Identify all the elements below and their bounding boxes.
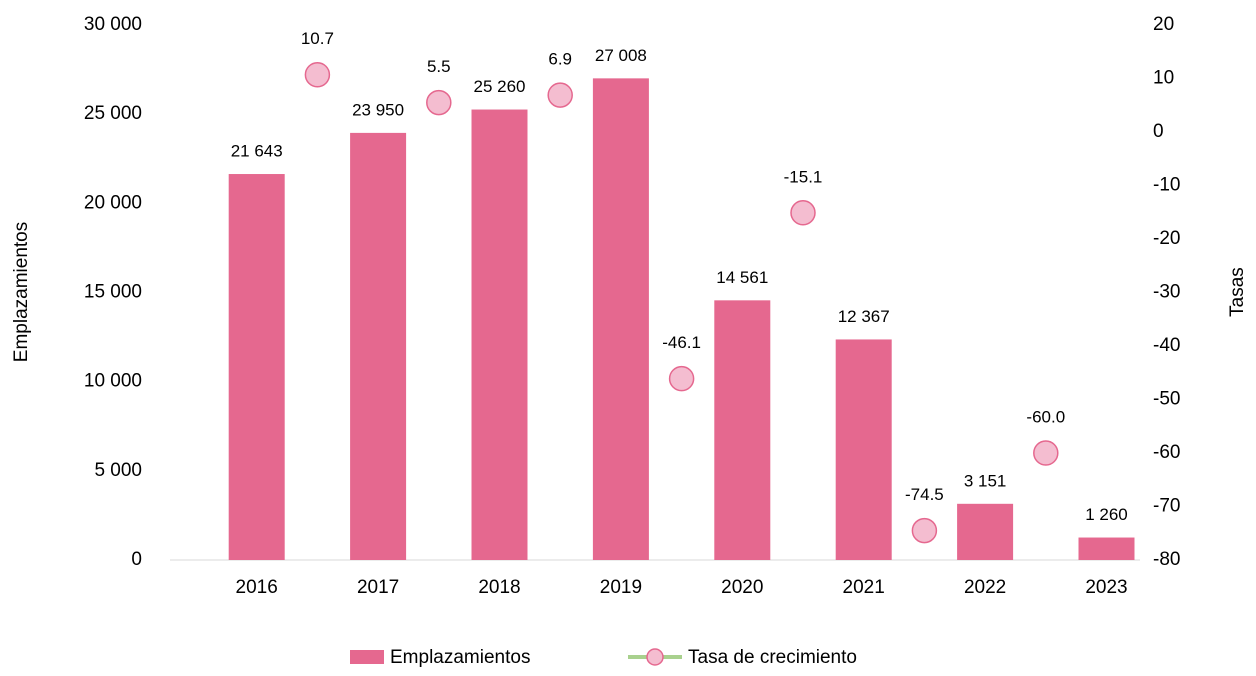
legend-label: Tasa de crecimiento (688, 647, 857, 668)
y-tick-label: 20 000 (84, 192, 142, 213)
legend-swatch (350, 650, 384, 664)
point (304, 62, 331, 88)
x-tick-label: 2017 (357, 577, 399, 598)
data-label: 23 950 (352, 100, 404, 119)
x-tick-label: 2021 (843, 577, 885, 598)
point (790, 200, 816, 226)
y-tick-label: 10 000 (84, 371, 142, 392)
y2-axis-title: Tasas (1227, 267, 1248, 317)
y-tick-label: 30 000 (84, 14, 142, 35)
point (547, 82, 573, 108)
data-label: 14 561 (716, 268, 768, 287)
x-tick-label: 2019 (600, 577, 642, 598)
y2-tick-label: 0 (1153, 121, 1164, 142)
data-label: 12 367 (838, 307, 890, 326)
point (911, 517, 938, 544)
y2-tick-label: 10 (1153, 68, 1174, 89)
point (1033, 440, 1059, 466)
bar (228, 174, 285, 560)
x-tick-label: 2016 (236, 577, 278, 598)
bar (350, 132, 407, 560)
legend-marker (646, 648, 664, 666)
data-label: 6.9 (548, 50, 572, 69)
y2-tick-label: -20 (1153, 228, 1180, 249)
y2-tick-label: 20 (1153, 14, 1174, 35)
x-tick-label: 2020 (721, 577, 763, 598)
bar (957, 503, 1014, 560)
y2-tick-label: -80 (1153, 549, 1180, 570)
data-label: -74.5 (905, 485, 944, 504)
data-label: 21 643 (231, 142, 283, 161)
bar (714, 300, 771, 560)
data-label: -15.1 (784, 167, 823, 186)
data-label: 1 260 (1085, 505, 1128, 524)
data-label: 3 151 (964, 471, 1007, 490)
data-label: 25 260 (474, 77, 526, 96)
bar (592, 78, 649, 560)
y2-tick-label: -50 (1153, 389, 1180, 410)
y-axis-title: Emplazamientos (11, 222, 32, 362)
point (668, 365, 695, 392)
legend-label: Emplazamientos (390, 647, 530, 668)
data-label: 5.5 (427, 57, 451, 76)
x-tick-label: 2023 (1085, 577, 1127, 598)
data-label: -46.1 (662, 333, 701, 352)
bar (835, 339, 892, 560)
data-label: 27 008 (595, 46, 647, 65)
x-tick-label: 2022 (964, 577, 1006, 598)
bar (1078, 537, 1135, 560)
y2-tick-label: -40 (1153, 335, 1180, 356)
y-tick-label: 5 000 (94, 460, 142, 481)
data-label: 10.7 (301, 29, 334, 48)
y2-tick-label: -30 (1153, 282, 1180, 303)
y-tick-label: 0 (131, 549, 142, 570)
point (426, 89, 452, 116)
y2-tick-label: -60 (1153, 442, 1180, 463)
data-label: -60.0 (1026, 407, 1065, 426)
y-tick-label: 25 000 (84, 103, 142, 124)
x-tick-label: 2018 (478, 577, 520, 598)
y2-tick-label: -10 (1153, 175, 1180, 196)
y2-tick-label: -70 (1153, 496, 1180, 517)
bar (471, 109, 528, 560)
y-tick-label: 15 000 (84, 282, 142, 303)
